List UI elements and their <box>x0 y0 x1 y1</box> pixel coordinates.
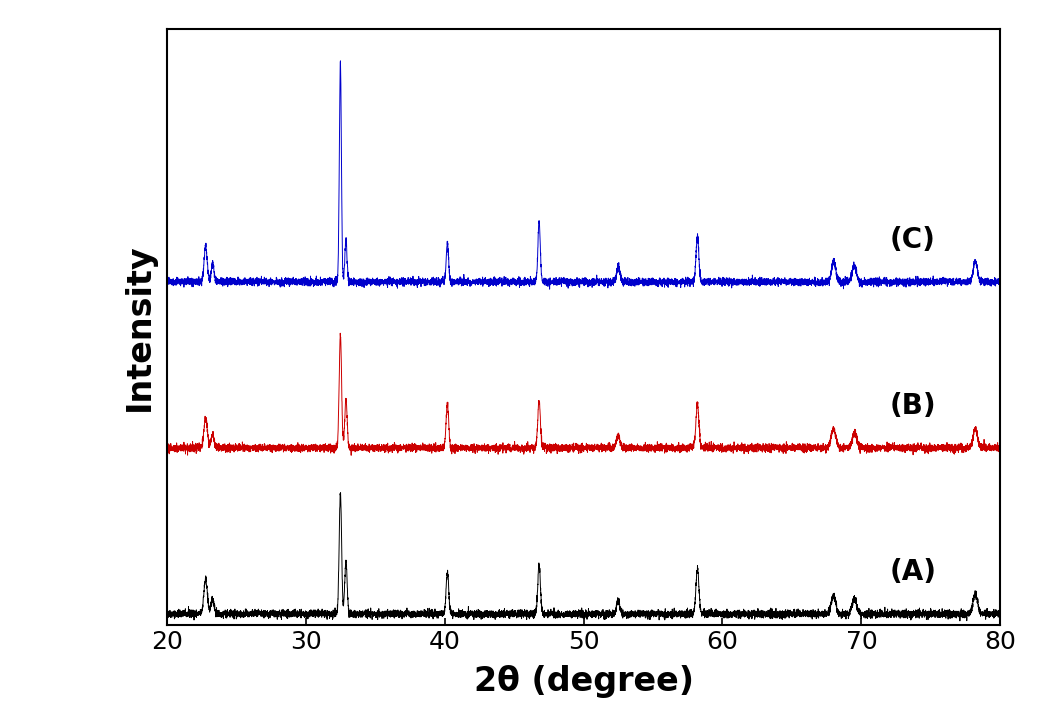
Text: (C): (C) <box>889 226 935 254</box>
Text: (A): (A) <box>889 558 936 587</box>
X-axis label: 2θ (degree): 2θ (degree) <box>473 665 694 698</box>
Text: (B): (B) <box>889 393 936 420</box>
Y-axis label: Intensity: Intensity <box>123 244 155 411</box>
